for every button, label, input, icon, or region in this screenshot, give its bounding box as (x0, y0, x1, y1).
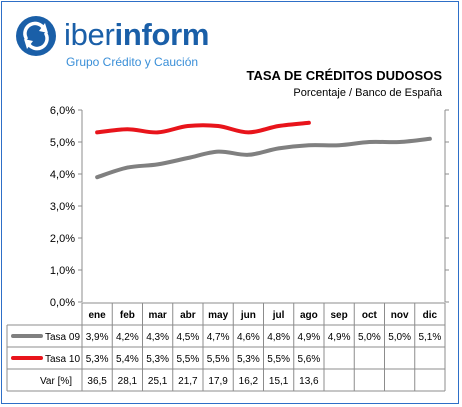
brand-name: iberinform (64, 17, 209, 53)
data-table: ene feb mar abr may jun jul ago sep oct nov dic Tasa… (6, 302, 446, 392)
data-label: 4,2% (116, 332, 139, 343)
data-label: 3,9% (86, 332, 109, 343)
x-tick-label: sep (331, 310, 348, 321)
data-label: 5,5% (207, 354, 230, 365)
x-tick-label: jun (240, 310, 256, 321)
data-label: 4,9% (328, 332, 351, 343)
data-label: 5,6% (297, 354, 320, 365)
var-value: 36,5 (87, 376, 107, 387)
legend-label: Tasa 09 (45, 332, 80, 343)
y-tick-label: 1,0% (50, 265, 75, 277)
var-value: 17,9 (208, 376, 228, 387)
legend-label: Tasa 10 (45, 354, 80, 365)
x-tick-label: feb (120, 310, 135, 321)
chart-title: TASA DE CRÉDITOS DUDOSOS (246, 68, 442, 83)
y-tick-label: 2,0% (50, 233, 75, 245)
series-line-2 (95, 120, 311, 135)
data-label: 4,6% (237, 332, 260, 343)
data-label: 4,5% (176, 332, 199, 343)
x-tick-label: ene (89, 310, 107, 321)
x-tick-label: ago (300, 310, 318, 321)
var-value: 25,1 (148, 376, 168, 387)
chart-subtitle: Porcentaje / Banco de España (293, 87, 442, 99)
x-tick-label: oct (362, 310, 378, 321)
data-label: 5,5% (176, 354, 199, 365)
var-value: 16,2 (239, 376, 259, 387)
var-row-label: Var [%] (40, 376, 72, 387)
brand-name-prefix: iber (64, 17, 115, 52)
x-tick-label: nov (391, 310, 409, 321)
x-tick-label: dic (423, 310, 438, 321)
var-value: 28,1 (118, 376, 138, 387)
data-label: 5,3% (237, 354, 260, 365)
logo-circular-arrows-icon (16, 16, 56, 56)
brand-name-main: inform (114, 17, 210, 52)
data-label: 5,0% (388, 332, 411, 343)
data-label: 4,3% (146, 332, 169, 343)
data-label: 5,3% (146, 354, 169, 365)
y-tick-label: 5,0% (50, 137, 75, 149)
y-tick-label: 4,0% (50, 169, 75, 181)
data-label: 5,1% (418, 332, 441, 343)
data-label: 4,8% (267, 332, 290, 343)
x-tick-label: jul (272, 310, 285, 321)
var-value: 15,1 (269, 376, 289, 387)
data-label: 5,4% (116, 354, 139, 365)
y-tick-label: 6,0% (50, 105, 75, 117)
data-label: 5,3% (86, 354, 109, 365)
data-label: 5,0% (358, 332, 381, 343)
x-tick-label: may (208, 310, 228, 321)
var-value: 21,7 (178, 376, 198, 387)
data-label: 5,5% (267, 354, 290, 365)
y-tick-label: 3,0% (50, 201, 75, 213)
y-tick-label: 0,0% (50, 297, 75, 309)
data-label: 4,7% (207, 332, 230, 343)
series-line-1 (95, 136, 432, 180)
data-label: 4,9% (297, 332, 320, 343)
var-value: 13,6 (299, 376, 319, 387)
brand-subtitle: Grupo Crédito y Caución (66, 55, 199, 69)
x-tick-label: mar (148, 310, 166, 321)
x-tick-label: abr (180, 310, 196, 321)
